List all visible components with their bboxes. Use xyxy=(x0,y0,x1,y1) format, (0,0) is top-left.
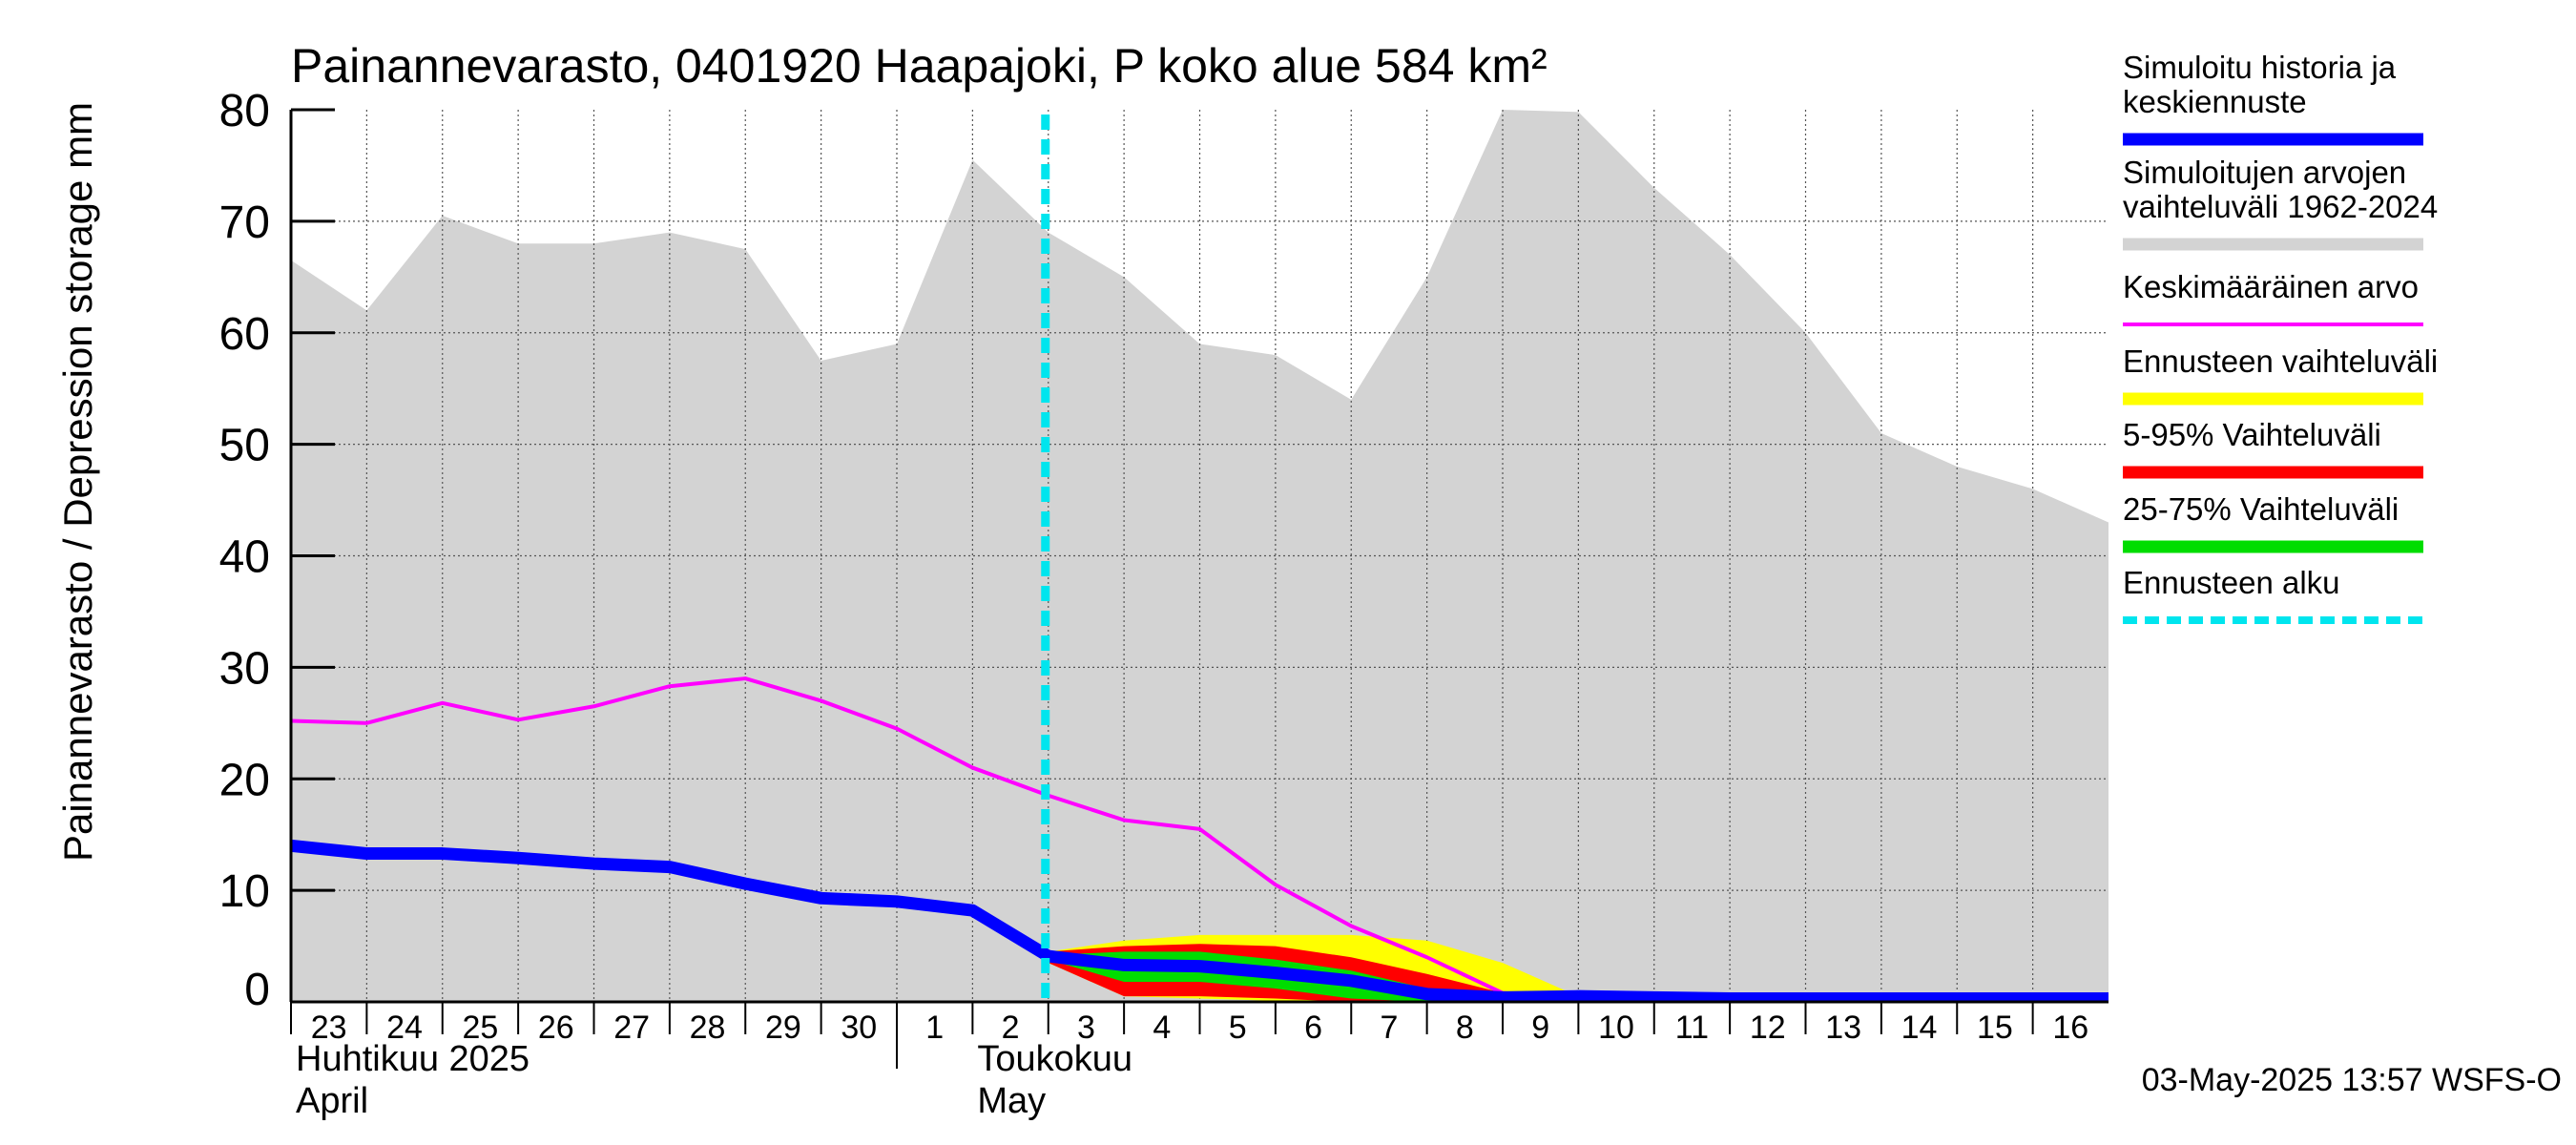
x-tick-label: 3 xyxy=(1077,1010,1095,1046)
x-tick-label: 11 xyxy=(1675,1010,1709,1046)
x-tick-label: 4 xyxy=(1153,1010,1171,1046)
x-tick-label: 10 xyxy=(1598,1010,1634,1046)
legend-label: 5-95% Vaihteluväli xyxy=(2123,417,2381,452)
month-label-english: April xyxy=(296,1081,368,1121)
x-tick-label: 24 xyxy=(386,1010,423,1046)
x-tick-label: 1 xyxy=(925,1010,944,1046)
month-label: Huhtikuu 2025 xyxy=(296,1039,530,1079)
x-tick-label: 30 xyxy=(841,1010,877,1046)
y-tick-label: 30 xyxy=(219,643,270,694)
y-tick-label: 80 xyxy=(219,86,270,136)
chart-title: Painannevarasto, 0401920 Haapajoki, P ko… xyxy=(291,39,1548,93)
x-tick-label: 15 xyxy=(1977,1010,2013,1046)
x-tick-label: 8 xyxy=(1456,1010,1474,1046)
y-tick-label: 40 xyxy=(219,532,270,583)
x-tick-label: 12 xyxy=(1750,1010,1786,1046)
legend-label: Ennusteen alku xyxy=(2123,565,2340,600)
x-tick-label: 13 xyxy=(1825,1010,1861,1046)
x-tick-label: 2 xyxy=(1002,1010,1020,1046)
x-tick-label: 16 xyxy=(2052,1010,2088,1046)
legend-label: 25-75% Vaihteluväli xyxy=(2123,491,2399,527)
y-tick-label: 70 xyxy=(219,198,270,248)
plot-area xyxy=(291,110,2109,1002)
legend-label: Simuloitujen arvojen xyxy=(2123,155,2406,190)
legend-label: Ennusteen vaihteluväli xyxy=(2123,344,2438,379)
x-tick-label: 9 xyxy=(1531,1010,1549,1046)
x-tick-label: 5 xyxy=(1229,1010,1247,1046)
y-tick-label: 20 xyxy=(219,755,270,805)
x-tick-label: 7 xyxy=(1380,1010,1398,1046)
legend-label: Simuloitu historia ja xyxy=(2123,50,2397,85)
x-tick-label: 14 xyxy=(1901,1010,1938,1046)
x-tick-label: 26 xyxy=(538,1010,574,1046)
y-tick-label: 50 xyxy=(219,421,270,471)
y-tick-label: 0 xyxy=(244,965,270,1015)
y-axis-label: Painannevarasto / Depression storage mm xyxy=(55,102,100,862)
legend-label: vaihteluväli 1962-2024 xyxy=(2123,189,2438,224)
x-tick-label: 28 xyxy=(690,1010,726,1046)
timestamp-footer: 03-May-2025 13:57 WSFS-O xyxy=(2142,1062,2562,1098)
y-tick-label: 60 xyxy=(219,309,270,360)
month-label-english: May xyxy=(977,1081,1046,1121)
x-tick-label: 29 xyxy=(765,1010,801,1046)
x-tick-label: 25 xyxy=(463,1010,499,1046)
x-tick-label: 23 xyxy=(311,1010,347,1046)
legend-label: Keskimääräinen arvo xyxy=(2123,269,2419,304)
simulated-history-line xyxy=(291,839,2109,1002)
x-tick-label: 27 xyxy=(613,1010,650,1046)
y-tick-label: 10 xyxy=(219,866,270,917)
month-label: Toukokuu xyxy=(977,1039,1132,1079)
legend-label: keskiennuste xyxy=(2123,84,2307,119)
x-tick-label: 6 xyxy=(1304,1010,1322,1046)
